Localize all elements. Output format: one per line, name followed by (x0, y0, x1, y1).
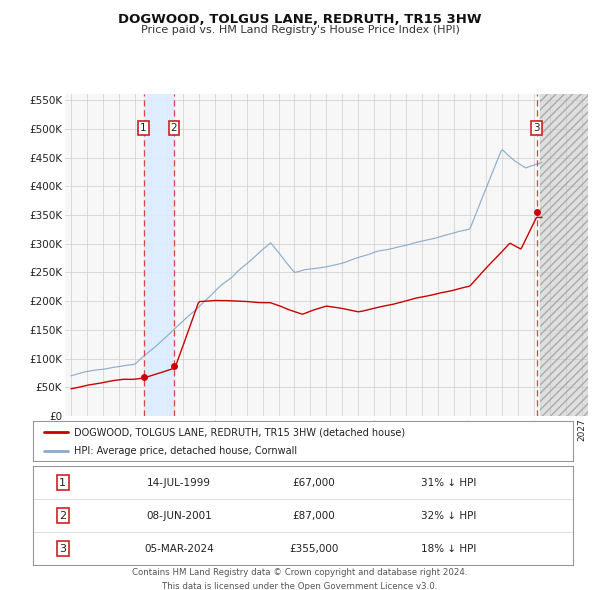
Bar (143, 94, 174, 416)
Text: 2: 2 (170, 123, 177, 133)
Text: 14-JUL-1999: 14-JUL-1999 (147, 478, 211, 487)
Text: 18% ↓ HPI: 18% ↓ HPI (421, 544, 476, 553)
Text: 08-JUN-2001: 08-JUN-2001 (146, 511, 212, 520)
Text: 05-MAR-2024: 05-MAR-2024 (144, 544, 214, 553)
Text: 3: 3 (533, 123, 540, 133)
Text: 1: 1 (59, 478, 66, 487)
Text: £87,000: £87,000 (292, 511, 335, 520)
Text: £355,000: £355,000 (289, 544, 338, 553)
Text: 2: 2 (59, 511, 66, 520)
Text: HPI: Average price, detached house, Cornwall: HPI: Average price, detached house, Corn… (74, 445, 296, 455)
Text: 31% ↓ HPI: 31% ↓ HPI (421, 478, 476, 487)
Text: 3: 3 (59, 544, 66, 553)
Text: 1: 1 (140, 123, 147, 133)
Bar (541, 94, 588, 416)
Text: This data is licensed under the Open Government Licence v3.0.: This data is licensed under the Open Gov… (163, 582, 437, 590)
Text: DOGWOOD, TOLGUS LANE, REDRUTH, TR15 3HW: DOGWOOD, TOLGUS LANE, REDRUTH, TR15 3HW (118, 13, 482, 26)
Text: DOGWOOD, TOLGUS LANE, REDRUTH, TR15 3HW (detached house): DOGWOOD, TOLGUS LANE, REDRUTH, TR15 3HW … (74, 428, 404, 438)
Text: 32% ↓ HPI: 32% ↓ HPI (421, 511, 476, 520)
Text: £67,000: £67,000 (292, 478, 335, 487)
Text: Price paid vs. HM Land Registry's House Price Index (HPI): Price paid vs. HM Land Registry's House … (140, 25, 460, 35)
Bar (541, 94, 588, 416)
Text: Contains HM Land Registry data © Crown copyright and database right 2024.: Contains HM Land Registry data © Crown c… (132, 568, 468, 577)
